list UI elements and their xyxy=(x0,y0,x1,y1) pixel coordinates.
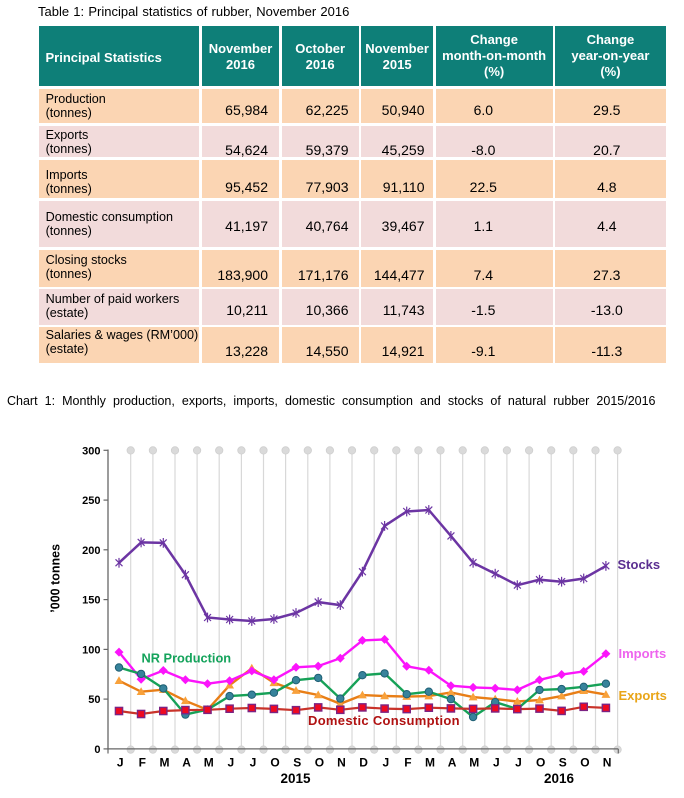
svg-text:NR Production: NR Production xyxy=(142,650,232,665)
svg-text:Exports: Exports xyxy=(619,688,667,703)
svg-text:J: J xyxy=(250,756,257,770)
svg-text:0: 0 xyxy=(94,744,100,756)
svg-text:50: 50 xyxy=(88,694,100,706)
svg-text:D: D xyxy=(359,756,368,770)
svg-text:J: J xyxy=(515,756,522,770)
svg-text:M: M xyxy=(469,756,479,770)
svg-text:2015: 2015 xyxy=(280,771,311,786)
svg-text:M: M xyxy=(204,756,214,770)
svg-text:Domestic Consumption: Domestic Consumption xyxy=(308,713,460,728)
svg-text:J: J xyxy=(382,756,389,770)
svg-text:300: 300 xyxy=(82,445,100,457)
svg-text:150: 150 xyxy=(82,595,100,607)
svg-text:F: F xyxy=(404,756,411,770)
svg-text:S: S xyxy=(293,756,301,770)
svg-text:O: O xyxy=(536,756,545,770)
svg-text:’000 tonnes: ’000 tonnes xyxy=(49,544,63,613)
svg-text:N: N xyxy=(603,756,612,770)
svg-text:J: J xyxy=(227,756,234,770)
svg-text:Stocks: Stocks xyxy=(618,557,661,572)
svg-text:M: M xyxy=(425,756,435,770)
svg-text:J: J xyxy=(493,756,500,770)
svg-text:M: M xyxy=(160,756,170,770)
svg-text:O: O xyxy=(580,756,589,770)
svg-text:2016: 2016 xyxy=(544,771,575,786)
svg-text:J: J xyxy=(117,756,124,770)
svg-text:O: O xyxy=(315,756,324,770)
svg-text:S: S xyxy=(559,756,567,770)
svg-text:200: 200 xyxy=(82,545,100,557)
svg-text:O: O xyxy=(270,756,279,770)
svg-text:250: 250 xyxy=(82,495,100,507)
svg-text:A: A xyxy=(182,756,191,770)
svg-text:N: N xyxy=(337,756,346,770)
svg-text:Imports: Imports xyxy=(619,646,667,661)
svg-text:100: 100 xyxy=(82,644,100,656)
svg-text:A: A xyxy=(448,756,457,770)
svg-text:F: F xyxy=(139,756,146,770)
